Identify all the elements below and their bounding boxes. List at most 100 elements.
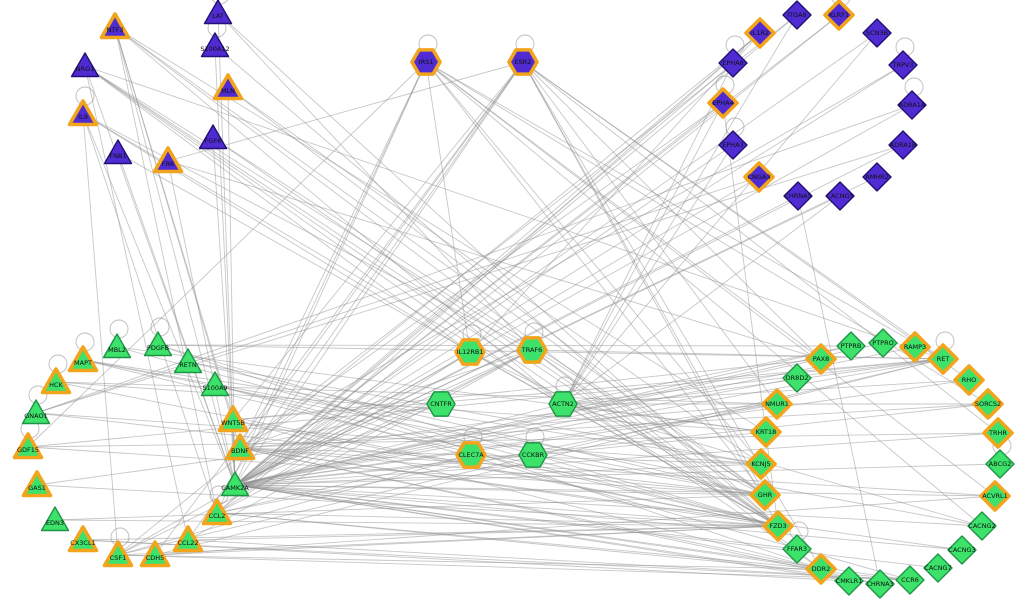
node-MBL2[interactable]: MBL2 bbox=[102, 333, 132, 359]
node-SORCS2[interactable]: SORCS2 bbox=[972, 388, 1004, 420]
node-CACNG3[interactable]: CACNG3 bbox=[947, 535, 977, 565]
diamond-node-shape[interactable] bbox=[783, 181, 813, 211]
node-SCN3B[interactable]: SCN3B bbox=[862, 18, 892, 48]
hexagon-node-shape[interactable] bbox=[455, 441, 487, 469]
diamond-node-shape[interactable] bbox=[745, 448, 777, 480]
diamond-node-shape[interactable] bbox=[834, 566, 864, 596]
hexagon-node-shape[interactable] bbox=[507, 48, 539, 76]
triangle-node-shape[interactable] bbox=[139, 540, 171, 568]
node-BDNF[interactable]: BDNF bbox=[224, 433, 256, 461]
node-GNAO1[interactable]: GNAO1 bbox=[21, 399, 51, 425]
node-CCKBR[interactable]: CCKBR bbox=[518, 442, 548, 468]
node-ADRA1A[interactable]: ADRA1A bbox=[897, 90, 927, 120]
node-LAT[interactable]: LAT bbox=[203, 0, 233, 25]
hexagon-node-shape[interactable] bbox=[454, 338, 486, 366]
diamond-node-shape[interactable] bbox=[762, 510, 794, 542]
triangle-node-shape[interactable] bbox=[40, 506, 70, 532]
node-S100A12[interactable]: S100A12 bbox=[200, 32, 230, 58]
node-MLN[interactable]: MLN bbox=[212, 73, 244, 101]
node-IL12RB1[interactable]: IL12RB1 bbox=[454, 338, 486, 366]
diamond-node-shape[interactable] bbox=[899, 331, 931, 363]
diamond-node-shape[interactable] bbox=[743, 161, 775, 193]
diamond-node-shape[interactable] bbox=[982, 417, 1014, 449]
diamond-node-shape[interactable] bbox=[862, 18, 892, 48]
node-NMUR1[interactable]: NMUR1 bbox=[761, 388, 793, 420]
node-KRT18[interactable]: KRT18 bbox=[750, 416, 782, 448]
node-S100A9[interactable]: S100A9 bbox=[200, 371, 230, 397]
node-ADRA1B[interactable]: ADRA1B bbox=[888, 130, 918, 160]
diamond-node-shape[interactable] bbox=[805, 343, 837, 375]
diamond-node-shape[interactable] bbox=[862, 162, 892, 192]
diamond-node-shape[interactable] bbox=[985, 449, 1015, 479]
diamond-node-shape[interactable] bbox=[718, 130, 748, 160]
node-IL1R2[interactable]: IL1R2 bbox=[744, 17, 776, 49]
diamond-node-shape[interactable] bbox=[947, 535, 977, 565]
triangle-node-shape[interactable] bbox=[198, 124, 228, 150]
node-CNTFR[interactable]: CNTFR bbox=[426, 391, 456, 417]
node-CCR6[interactable]: CCR6 bbox=[895, 565, 925, 595]
node-CLEC7A[interactable]: CLEC7A bbox=[455, 441, 487, 469]
node-CX3CL1[interactable]: CX3CL1 bbox=[67, 525, 99, 553]
triangle-node-shape[interactable] bbox=[103, 139, 133, 165]
diamond-node-shape[interactable] bbox=[972, 388, 1004, 420]
node-PTPRB[interactable]: PTPRB bbox=[836, 331, 866, 361]
node-IL9[interactable]: IL9 bbox=[67, 99, 99, 127]
diamond-node-shape[interactable] bbox=[749, 479, 781, 511]
diamond-node-shape[interactable] bbox=[782, 534, 812, 564]
node-HCK[interactable]: HCK bbox=[40, 367, 72, 395]
triangle-node-shape[interactable] bbox=[203, 0, 233, 25]
diamond-node-shape[interactable] bbox=[888, 50, 918, 80]
triangle-node-shape[interactable] bbox=[220, 471, 250, 497]
node-CCL22[interactable]: CCL22 bbox=[172, 525, 204, 553]
triangle-node-shape[interactable] bbox=[67, 525, 99, 553]
triangle-node-shape[interactable] bbox=[70, 52, 100, 78]
diamond-node-shape[interactable] bbox=[707, 87, 739, 119]
node-CACNG7[interactable]: CACNG7 bbox=[923, 553, 953, 583]
triangle-node-shape[interactable] bbox=[173, 348, 203, 374]
node-FRK[interactable]: FRK bbox=[152, 146, 184, 174]
triangle-node-shape[interactable] bbox=[200, 371, 230, 397]
node-CACNG2[interactable]: CACNG2 bbox=[967, 511, 997, 541]
node-NRG1[interactable]: NRG1 bbox=[70, 52, 100, 78]
diamond-node-shape[interactable] bbox=[836, 331, 866, 361]
node-FZD3[interactable]: FZD3 bbox=[762, 510, 794, 542]
diamond-node-shape[interactable] bbox=[750, 416, 782, 448]
diamond-node-shape[interactable] bbox=[927, 343, 959, 375]
node-TRHR[interactable]: TRHR bbox=[982, 417, 1014, 449]
triangle-node-shape[interactable] bbox=[224, 433, 256, 461]
node-EPHA3[interactable]: EPHA3 bbox=[718, 130, 748, 160]
triangle-node-shape[interactable] bbox=[21, 470, 53, 498]
triangle-node-shape[interactable] bbox=[21, 399, 51, 425]
hexagon-node-shape[interactable] bbox=[548, 391, 578, 417]
diamond-node-shape[interactable] bbox=[782, 0, 812, 30]
hexagon-node-shape[interactable] bbox=[518, 442, 548, 468]
diamond-node-shape[interactable] bbox=[888, 130, 918, 160]
diamond-node-shape[interactable] bbox=[967, 511, 997, 541]
triangle-node-shape[interactable] bbox=[200, 32, 230, 58]
hexagon-node-shape[interactable] bbox=[410, 48, 442, 76]
diamond-node-shape[interactable] bbox=[923, 553, 953, 583]
triangle-node-shape[interactable] bbox=[201, 498, 233, 526]
diamond-node-shape[interactable] bbox=[865, 569, 895, 599]
triangle-node-shape[interactable] bbox=[12, 432, 44, 460]
node-CSF1[interactable]: CSF1 bbox=[102, 540, 134, 568]
node-MAPT[interactable]: MAPT bbox=[67, 345, 99, 373]
hexagon-node-shape[interactable] bbox=[426, 391, 456, 417]
triangle-node-shape[interactable] bbox=[212, 73, 244, 101]
node-ITGA8[interactable]: ITGA8 bbox=[782, 0, 812, 30]
node-RHO[interactable]: RHO bbox=[953, 364, 985, 396]
diamond-node-shape[interactable] bbox=[895, 565, 925, 595]
node-CMKLR1[interactable]: CMKLR1 bbox=[834, 566, 864, 596]
triangle-node-shape[interactable] bbox=[40, 367, 72, 395]
node-EDN3[interactable]: EDN3 bbox=[40, 506, 70, 532]
triangle-node-shape[interactable] bbox=[99, 12, 131, 40]
diamond-node-shape[interactable] bbox=[782, 363, 812, 393]
triangle-node-shape[interactable] bbox=[172, 525, 204, 553]
triangle-node-shape[interactable] bbox=[152, 146, 184, 174]
node-CHRNA5[interactable]: CHRNA5 bbox=[783, 181, 813, 211]
node-AMHR2[interactable]: AMHR2 bbox=[862, 162, 892, 192]
diamond-node-shape[interactable] bbox=[979, 480, 1011, 512]
node-TRAF6[interactable]: TRAF6 bbox=[516, 336, 548, 364]
